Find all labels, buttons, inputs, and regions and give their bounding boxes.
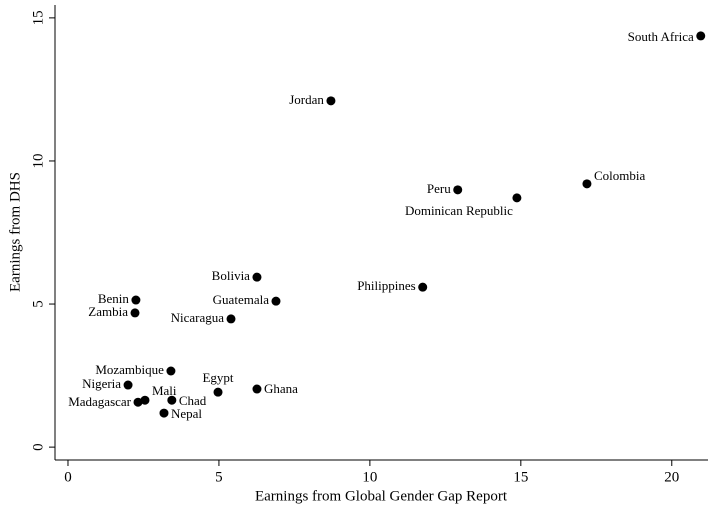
point-label: Nicaragua xyxy=(171,310,225,325)
point-label: Dominican Republic xyxy=(405,203,513,218)
point-label: Peru xyxy=(427,181,451,196)
point xyxy=(582,179,592,189)
x-tick-label: 20 xyxy=(664,469,679,485)
point xyxy=(140,395,150,405)
y-tick-label: 5 xyxy=(30,300,46,308)
point xyxy=(226,314,236,324)
y-axis-title: Earnings from DHS xyxy=(7,172,23,292)
y-tick-label: 0 xyxy=(30,443,46,451)
point-label: Mali xyxy=(152,383,177,398)
point-label: Zambia xyxy=(88,304,128,319)
x-tick-label: 0 xyxy=(64,469,72,485)
x-axis-title: Earnings from Global Gender Gap Report xyxy=(255,488,508,504)
point xyxy=(512,193,522,203)
x-tick-label: 5 xyxy=(215,469,223,485)
x-tick-label: 10 xyxy=(362,469,377,485)
point xyxy=(418,282,428,292)
point xyxy=(167,395,177,405)
x-tick-label: 15 xyxy=(513,469,528,485)
point xyxy=(159,408,169,418)
point-label: Jordan xyxy=(289,92,324,107)
y-tick-label: 15 xyxy=(30,10,46,25)
point-label: Benin xyxy=(98,291,130,306)
point-label: Nepal xyxy=(171,406,202,421)
point-label: Colombia xyxy=(594,168,646,183)
point-label: Mozambique xyxy=(95,362,164,377)
point xyxy=(166,366,176,376)
point-label: Philippines xyxy=(357,278,416,293)
point-label: Nigeria xyxy=(82,376,121,391)
point-label: Ghana xyxy=(264,381,298,396)
point-label: Guatemala xyxy=(213,292,270,307)
point-label: South Africa xyxy=(628,29,694,44)
point xyxy=(133,397,143,407)
point xyxy=(252,384,262,394)
point-label: Bolivia xyxy=(212,268,251,283)
point xyxy=(123,380,133,390)
point xyxy=(271,296,281,306)
point-label: Chad xyxy=(179,393,207,408)
point xyxy=(326,96,336,106)
point-label: Madagascar xyxy=(68,394,131,409)
point xyxy=(213,387,223,397)
point xyxy=(130,308,140,318)
point xyxy=(696,31,706,41)
point xyxy=(252,272,262,282)
y-tick-label: 10 xyxy=(30,153,46,168)
point-label: Egypt xyxy=(202,370,233,385)
point xyxy=(453,185,463,195)
point xyxy=(131,295,141,305)
